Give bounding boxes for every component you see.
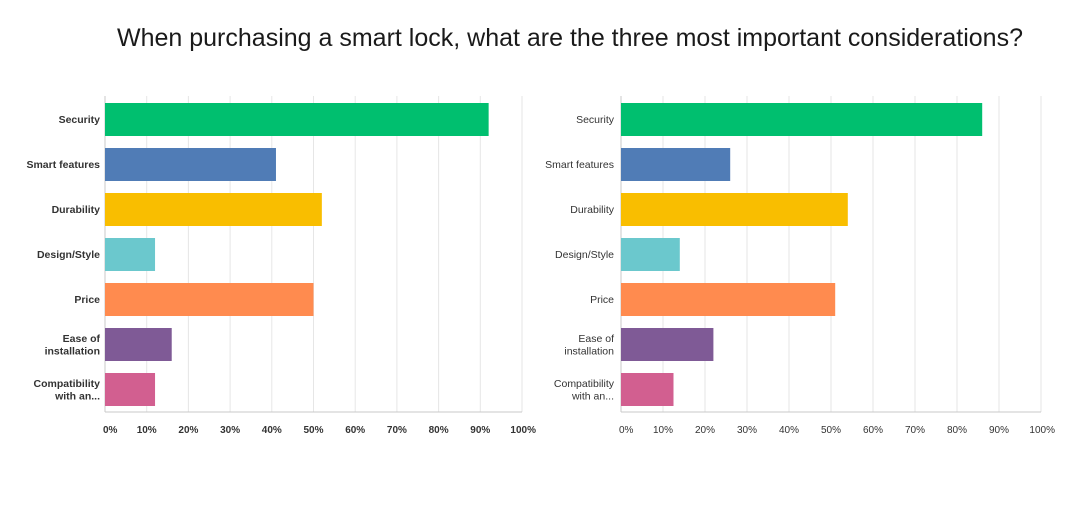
right-bar-3 — [621, 238, 680, 271]
left-tick-label: 0% — [103, 425, 118, 436]
left-tick-label: 80% — [429, 425, 449, 436]
right-tick-label: 30% — [737, 425, 757, 436]
right-bar-5 — [621, 328, 714, 361]
right-bar-6 — [621, 373, 674, 406]
left-bar-3 — [105, 238, 156, 271]
right-tick-label: 20% — [695, 425, 715, 436]
right-bar-0 — [621, 103, 983, 136]
left-bar-5 — [105, 328, 172, 361]
chart-title: When purchasing a smart lock, what are t… — [117, 24, 1023, 52]
left-category-label: Compatibility — [33, 378, 100, 390]
right-tick-label: 10% — [653, 425, 673, 436]
right-tick-label: 60% — [863, 425, 883, 436]
right-tick-label: 90% — [989, 425, 1009, 436]
right-category-label: with an... — [571, 390, 614, 402]
left-bar-2 — [105, 193, 322, 226]
left-category-label: Security — [59, 114, 101, 126]
left-category-label: Design/Style — [37, 249, 100, 261]
left-bar-chart: Security Smart features Durability Design/S… — [26, 96, 536, 436]
right-tick-label: 80% — [947, 425, 967, 436]
left-tick-label: 40% — [262, 425, 282, 436]
left-tick-label: 60% — [345, 425, 365, 436]
right-tick-label: 0% — [619, 425, 634, 436]
left-bar-4 — [105, 283, 314, 316]
right-category-label: Ease of — [578, 333, 614, 345]
left-category-label: Ease of — [63, 333, 101, 345]
left-tick-label: 10% — [137, 425, 157, 436]
right-category-label: installation — [564, 345, 614, 357]
left-category-label: Durability — [52, 204, 101, 216]
left-category-label: Smart features — [26, 159, 100, 171]
right-category-label: Security — [576, 114, 615, 126]
left-tick-label: 70% — [387, 425, 407, 436]
right-bar-1 — [621, 148, 731, 181]
right-category-label: Compatibility — [554, 378, 615, 390]
right-category-label: Durability — [570, 204, 615, 216]
left-tick-label: 50% — [303, 425, 323, 436]
left-category-label: with an... — [54, 390, 100, 402]
left-category-label: installation — [45, 345, 100, 357]
left-bar-1 — [105, 148, 276, 181]
right-category-label: Price — [590, 294, 614, 306]
right-tick-label: 40% — [779, 425, 799, 436]
right-bar-4 — [621, 283, 836, 316]
right-category-label: Design/Style — [555, 249, 614, 261]
right-bar-2 — [621, 193, 848, 226]
right-tick-label: 70% — [905, 425, 925, 436]
right-category-label: Smart features — [545, 159, 614, 171]
left-tick-label: 20% — [178, 425, 198, 436]
right-bar-chart: Security Smart features Durability Design/S… — [545, 96, 1055, 436]
left-tick-label: 100% — [510, 425, 536, 436]
left-bar-0 — [105, 103, 489, 136]
right-tick-label: 100% — [1029, 425, 1055, 436]
right-tick-label: 50% — [821, 425, 841, 436]
left-tick-label: 30% — [220, 425, 240, 436]
left-tick-label: 90% — [470, 425, 490, 436]
left-category-label: Price — [74, 294, 100, 306]
left-bar-6 — [105, 373, 156, 406]
